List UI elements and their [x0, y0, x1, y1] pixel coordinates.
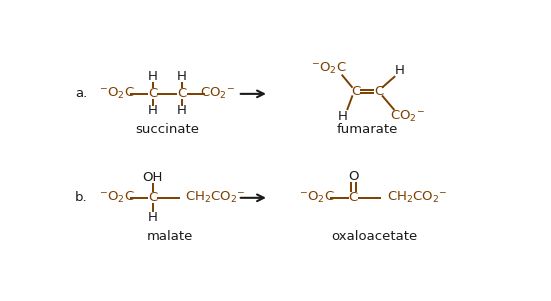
Text: $^{-}$O$_2$C: $^{-}$O$_2$C: [299, 190, 334, 205]
Text: H: H: [177, 104, 187, 117]
Text: malate: malate: [147, 230, 193, 243]
Text: H: H: [177, 70, 187, 83]
Text: $^{-}$O$_2$C: $^{-}$O$_2$C: [99, 190, 135, 205]
Text: H: H: [148, 70, 158, 83]
Text: O: O: [348, 170, 359, 183]
Text: a.: a.: [75, 87, 87, 100]
Text: C: C: [148, 87, 157, 100]
Text: C: C: [177, 87, 187, 100]
Text: fumarate: fumarate: [337, 123, 398, 136]
Text: C: C: [351, 85, 360, 98]
Text: succinate: succinate: [136, 123, 199, 136]
Text: H: H: [395, 64, 405, 76]
Text: b.: b.: [75, 191, 88, 204]
Text: oxaloacetate: oxaloacetate: [331, 230, 417, 243]
Text: C: C: [349, 191, 358, 204]
Text: CO$_2$$^{-}$: CO$_2$$^{-}$: [200, 86, 235, 101]
Text: CH$_2$CO$_2$$^{-}$: CH$_2$CO$_2$$^{-}$: [185, 190, 246, 205]
Text: $^{-}$O$_2$C: $^{-}$O$_2$C: [99, 86, 135, 101]
Text: OH: OH: [142, 171, 163, 184]
Text: C: C: [148, 191, 157, 204]
Text: H: H: [148, 104, 158, 117]
Text: H: H: [148, 211, 158, 224]
Text: H: H: [338, 110, 347, 123]
Text: $^{-}$O$_2$C: $^{-}$O$_2$C: [311, 61, 347, 76]
Text: CO$_2$$^{-}$: CO$_2$$^{-}$: [390, 109, 425, 124]
Text: C: C: [374, 85, 383, 98]
Text: CH$_2$CO$_2$$^{-}$: CH$_2$CO$_2$$^{-}$: [387, 190, 447, 205]
